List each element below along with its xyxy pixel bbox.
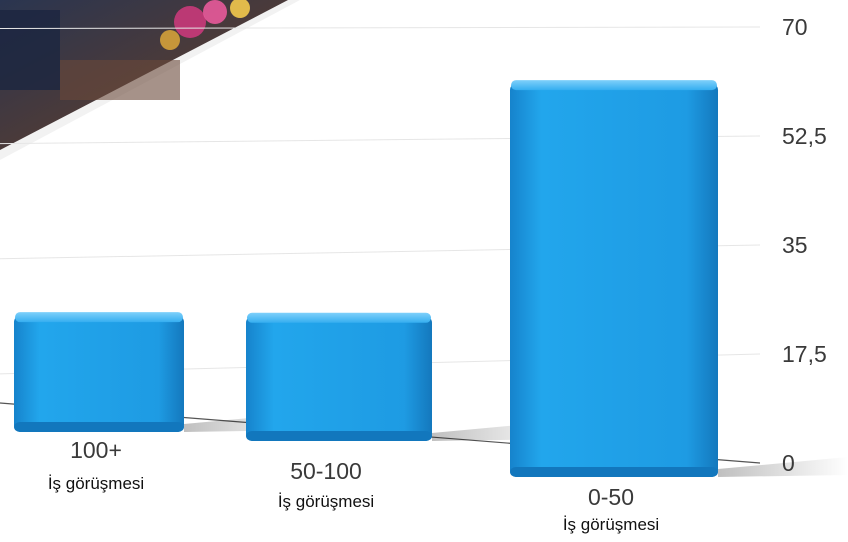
- bar-bottom-edge: [14, 422, 184, 432]
- y-tick-label: 17,5: [782, 341, 827, 367]
- x-category-label: 0-50: [588, 484, 634, 510]
- y-tick-label: 35: [782, 232, 808, 258]
- bars: [14, 80, 848, 478]
- bar-bottom-edge: [510, 467, 718, 477]
- bar-bottom-edge: [246, 431, 432, 441]
- x-category-sublabel: İş görüşmesi: [563, 515, 659, 534]
- x-category-label: 100+: [70, 437, 122, 463]
- x-category-label: 50-100: [290, 458, 362, 484]
- bar: [14, 312, 314, 432]
- y-tick-label: 52,5: [782, 123, 827, 149]
- x-axis-labels: 100+ İş görüşmesi 50-100 İş görüşmesi 0-50 İş…: [48, 437, 659, 534]
- decorative-photo: [0, 0, 300, 160]
- bar-body: [510, 83, 718, 478]
- bar-top-face: [15, 312, 183, 323]
- bar-shadow: [718, 457, 848, 477]
- x-category-sublabel: İş görüşmesi: [278, 492, 374, 511]
- bar: [510, 80, 848, 478]
- bar-body: [14, 315, 184, 432]
- y-tick-label: 70: [782, 14, 808, 40]
- x-category-sublabel: İş görüşmesi: [48, 474, 144, 493]
- bar-top-face: [247, 312, 431, 323]
- grid-line: [0, 26, 761, 29]
- bar: [246, 312, 562, 441]
- bar-body: [246, 315, 432, 441]
- y-tick-label: 0: [782, 450, 795, 476]
- bar-top-face: [511, 80, 717, 91]
- y-axis-ticks: 0 17,5 35 52,5 70: [782, 14, 827, 476]
